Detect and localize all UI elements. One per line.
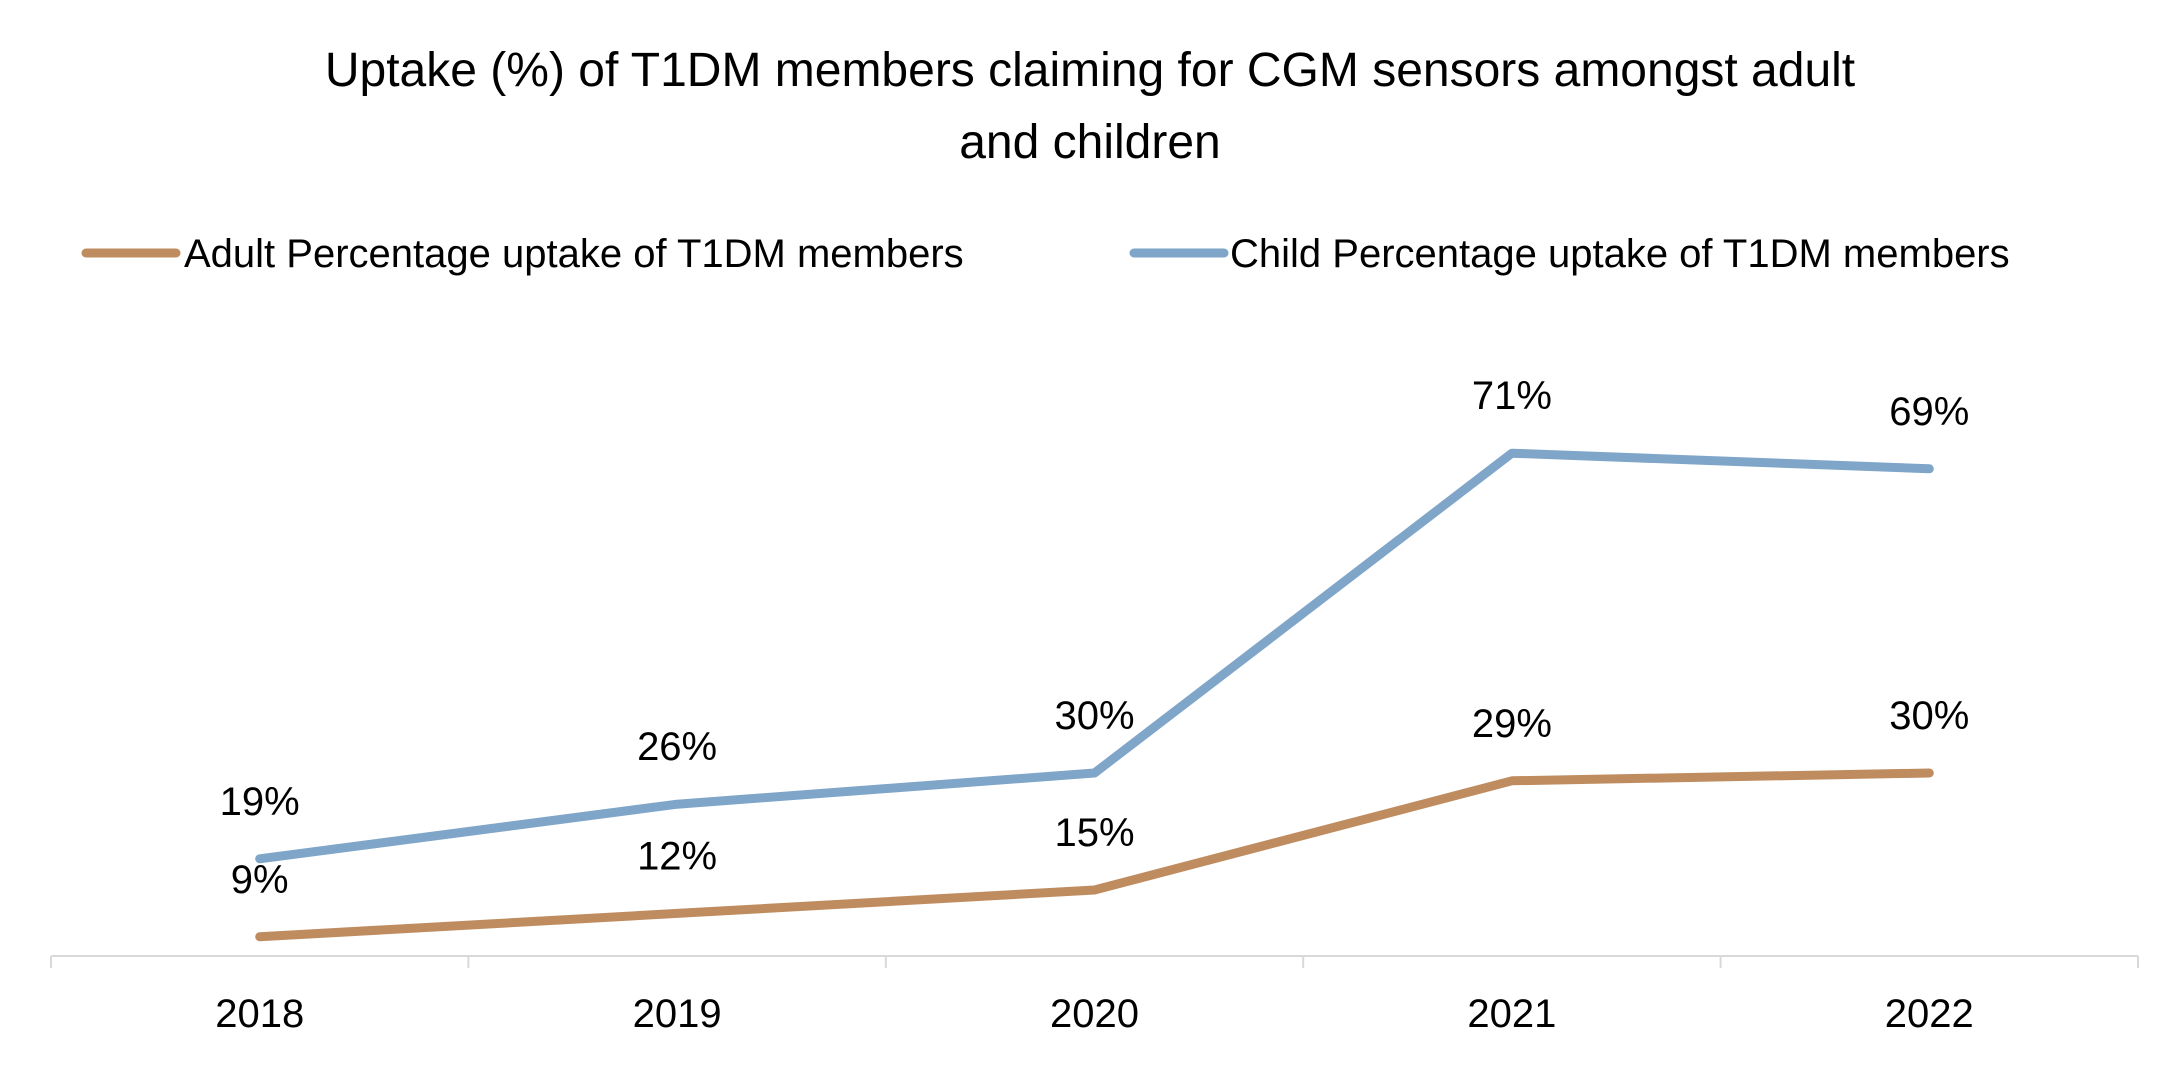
chart-title: Uptake (%) of T1DM members claiming for … (325, 44, 1855, 169)
legend-label-adult: Adult Percentage uptake of T1DM members (184, 232, 964, 276)
legend: Adult Percentage uptake of T1DM members … (81, 232, 2010, 276)
x-axis: 2018 2019 2020 2021 2022 (50, 955, 2139, 1036)
data-labels: 9% 12% 15% 29% 30% 19% 26% 30% 71% 69% (220, 374, 1970, 902)
data-label-adult-2019: 12% (637, 834, 717, 878)
data-label-child-2020: 30% (1054, 694, 1134, 738)
x-tick-label-2022: 2022 (1885, 992, 1974, 1036)
chart-title-line-2: and children (959, 116, 1221, 169)
series-line-child (255, 448, 1934, 864)
data-label-adult-2022: 30% (1889, 694, 1969, 738)
chart-title-line-1: Uptake (%) of T1DM members claiming for … (325, 44, 1855, 97)
data-label-child-2019: 26% (637, 725, 717, 769)
series-lines (255, 448, 1934, 942)
data-label-child-2022: 69% (1889, 390, 1969, 434)
data-label-child-2018: 19% (220, 780, 300, 824)
x-tick-label-2019: 2019 (633, 992, 722, 1036)
data-label-adult-2018: 9% (231, 858, 289, 902)
series-line-adult (255, 768, 1934, 942)
legend-label-child: Child Percentage uptake of T1DM members (1230, 232, 2010, 276)
data-label-adult-2020: 15% (1054, 811, 1134, 855)
x-tick-label-2018: 2018 (215, 992, 304, 1036)
data-label-adult-2021: 29% (1472, 702, 1552, 746)
x-tick-label-2021: 2021 (1467, 992, 1556, 1036)
x-tick-label-2020: 2020 (1050, 992, 1139, 1036)
data-label-child-2021: 71% (1472, 374, 1552, 418)
